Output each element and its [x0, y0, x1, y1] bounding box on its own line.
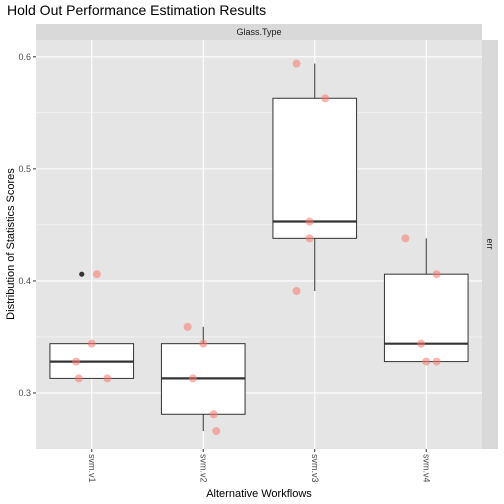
data-point	[103, 374, 112, 383]
data-point	[305, 234, 314, 243]
boxplots	[49, 63, 469, 432]
data-point	[87, 339, 96, 348]
data-point	[92, 270, 101, 279]
data-point	[401, 234, 410, 243]
data-point	[422, 357, 431, 366]
data-points	[72, 59, 441, 436]
x-tick-label: svm.v2	[198, 454, 208, 483]
outlier-point	[79, 271, 85, 277]
data-point	[183, 322, 192, 331]
strip-top-label: Glass.Type	[236, 27, 281, 37]
x-axis-title: Alternative Workflows	[206, 488, 312, 500]
y-tick-label: 0.3	[18, 388, 31, 398]
y-axis: 0.3 0.4 0.5 0.6	[18, 52, 36, 398]
data-point	[292, 287, 301, 296]
data-point	[199, 339, 208, 348]
data-point	[209, 410, 218, 419]
box	[272, 97, 358, 239]
strip-right	[482, 40, 498, 449]
strip-top	[36, 24, 482, 40]
data-point	[292, 59, 301, 68]
x-tick-label: svm.v3	[310, 454, 320, 483]
boxplot-svm.v1	[49, 271, 135, 379]
data-point	[72, 357, 81, 366]
box	[383, 273, 469, 363]
data-point	[417, 339, 426, 348]
boxplot-svm.v3	[272, 63, 358, 292]
chart-title: Hold Out Performance Estimation Results	[7, 2, 266, 18]
x-axis: svm.v1 svm.v2 svm.v3 svm.v4	[87, 449, 431, 483]
plot-panel	[36, 40, 482, 449]
data-point	[74, 374, 83, 383]
y-tick-label: 0.5	[18, 164, 31, 174]
y-axis-title: Distribution of Statistics Scores	[5, 168, 17, 320]
strip-right-label: err	[485, 239, 495, 250]
data-point	[321, 94, 330, 103]
boxplot-svm.v2	[160, 326, 246, 432]
data-point	[432, 270, 441, 279]
data-point	[188, 374, 197, 383]
y-tick-label: 0.4	[18, 276, 31, 286]
data-point	[212, 427, 221, 436]
x-tick-label: svm.v1	[87, 454, 97, 483]
data-point	[432, 357, 441, 366]
boxplot-svm.v4	[383, 238, 469, 363]
data-point	[305, 217, 314, 226]
y-tick-label: 0.6	[18, 52, 31, 62]
x-tick-label: svm.v4	[421, 454, 431, 483]
